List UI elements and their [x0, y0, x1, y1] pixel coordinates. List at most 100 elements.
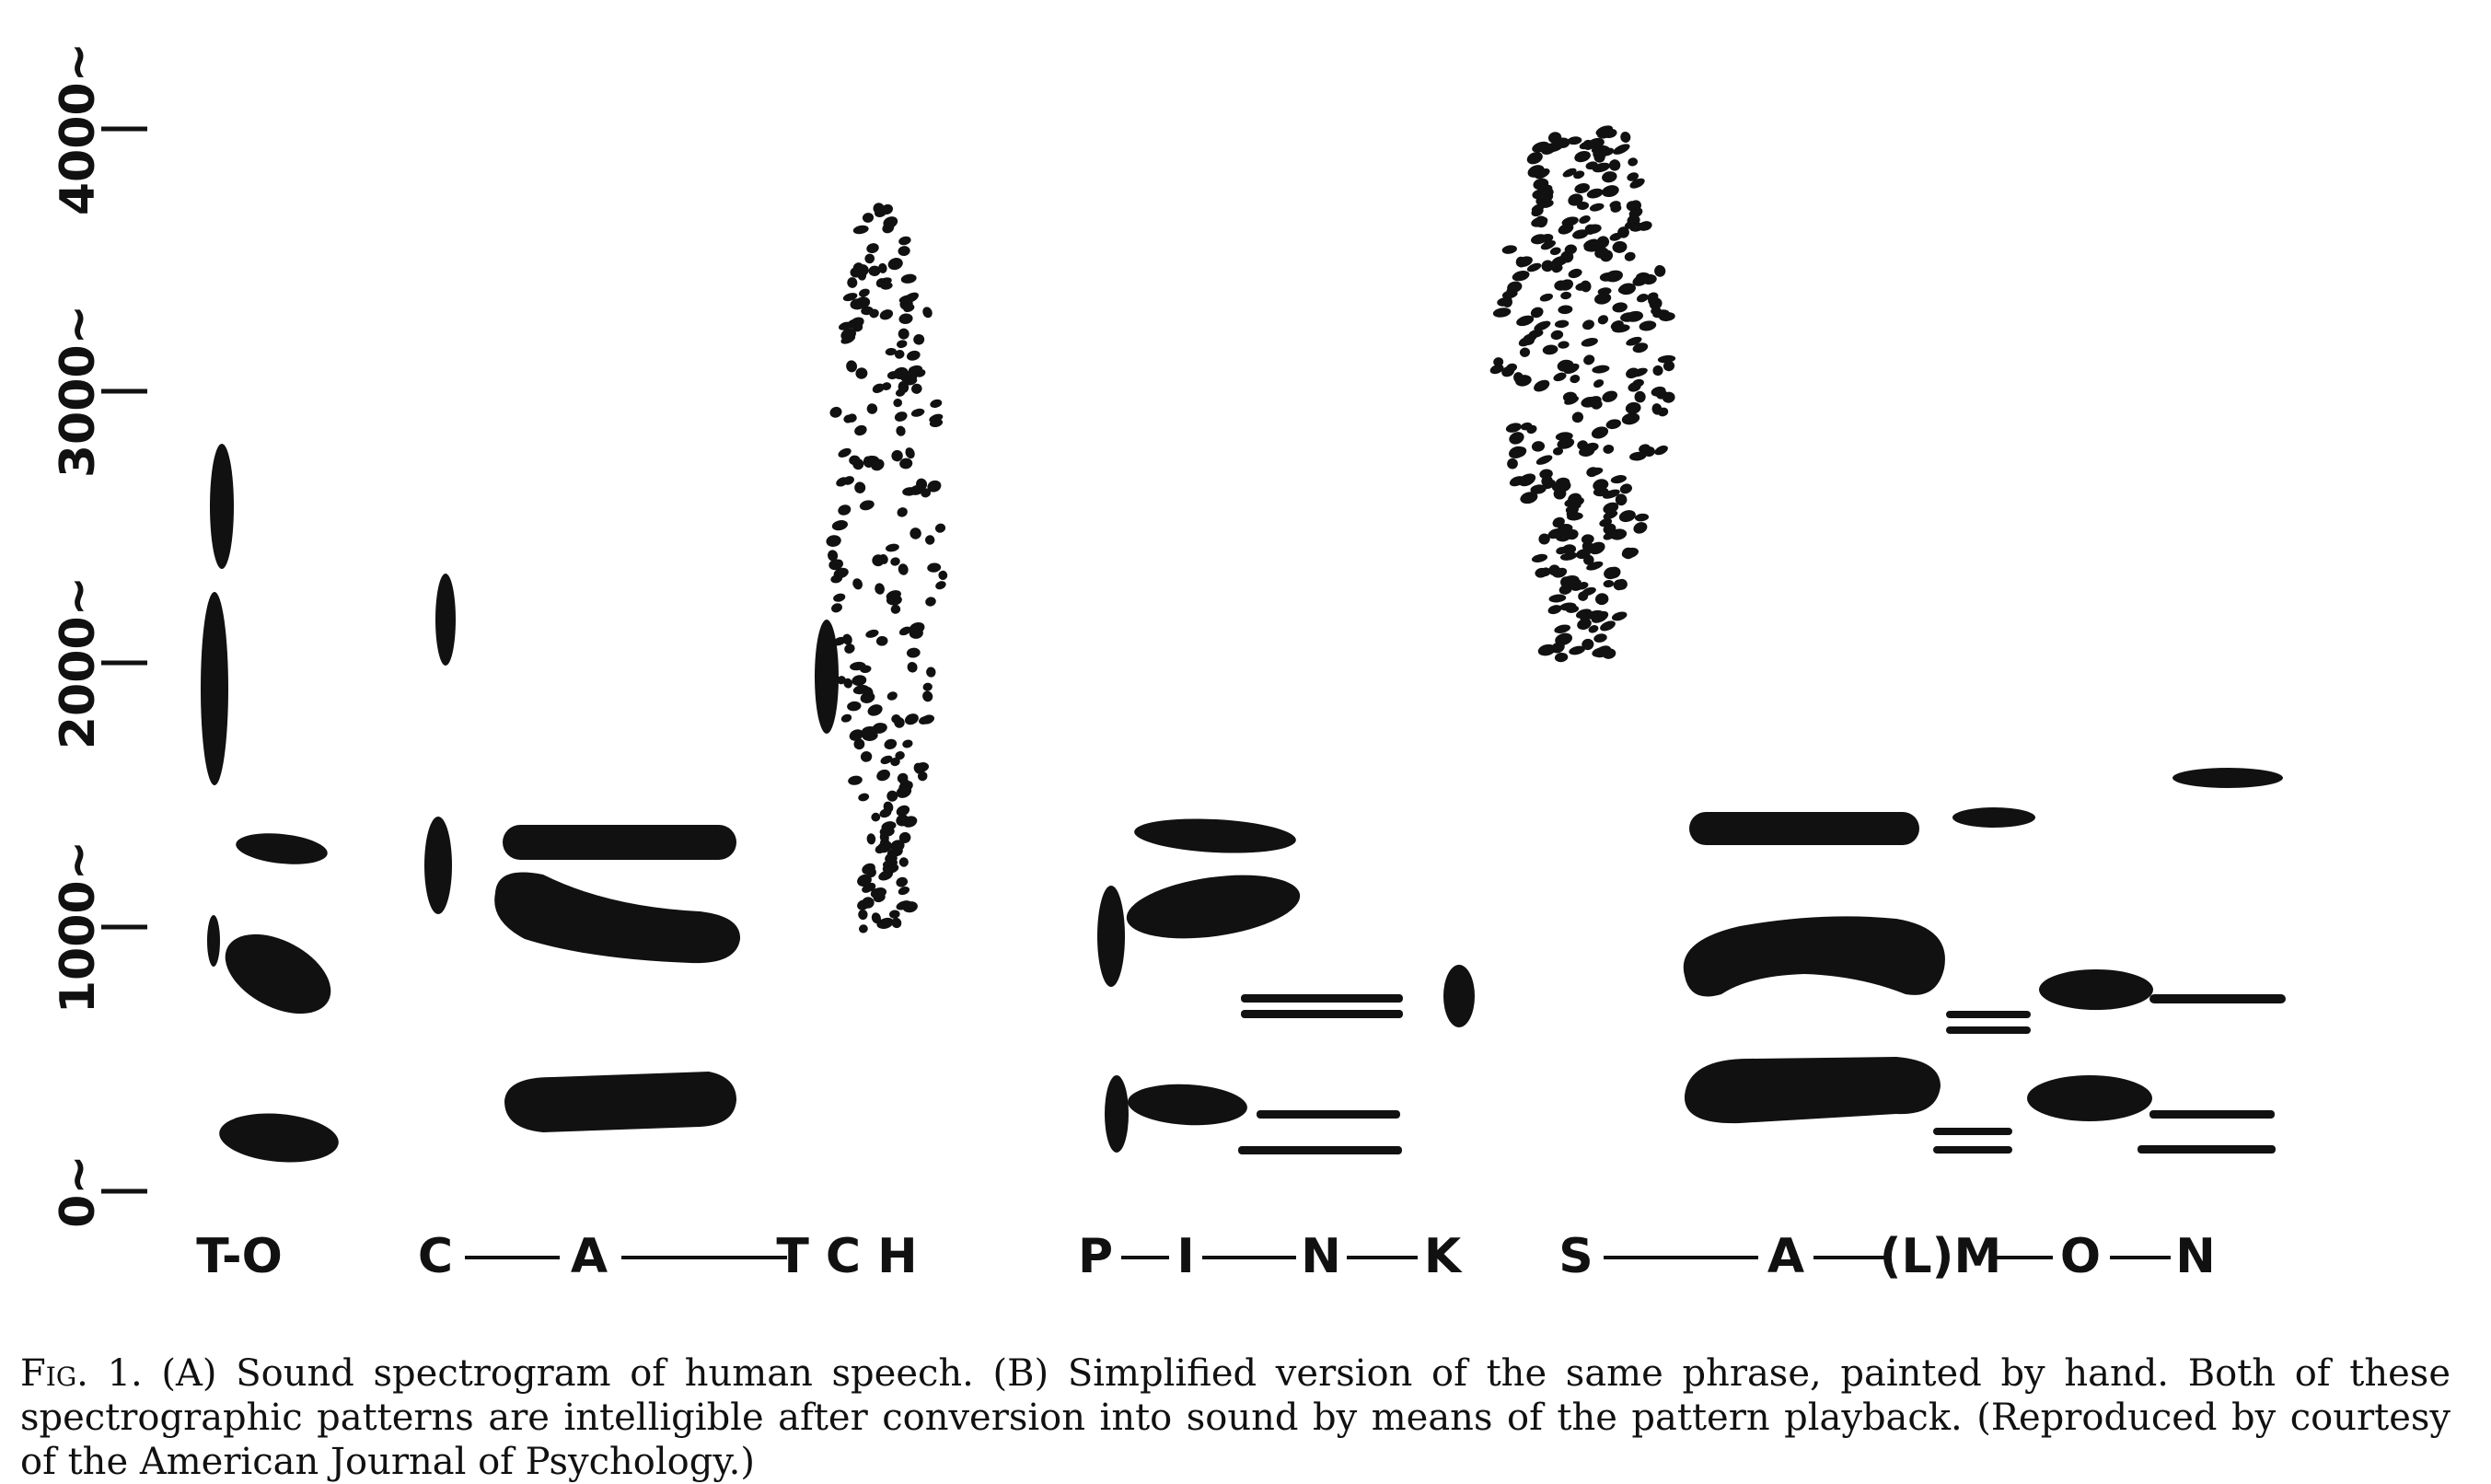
- noise-dot: [1626, 367, 1639, 379]
- noise-dot: [852, 675, 867, 686]
- noise-dot: [903, 376, 918, 386]
- formant-to-burst-high: [210, 444, 234, 569]
- noise-cloud-tch: [826, 203, 948, 933]
- noise-dot: [1628, 157, 1639, 167]
- noise-dot: [1632, 342, 1649, 354]
- noise-dot: [879, 309, 894, 320]
- noise-dot: [1554, 624, 1571, 633]
- noise-dot: [1621, 547, 1639, 559]
- noise-dot: [1566, 528, 1579, 540]
- noise-dot: [907, 662, 918, 673]
- noise-dot: [850, 317, 864, 329]
- noise-dot: [862, 863, 875, 875]
- noise-dot: [871, 912, 882, 924]
- noise-dot: [1576, 582, 1589, 590]
- formant-catch-c-low: [424, 817, 452, 914]
- noise-dot: [904, 713, 919, 725]
- noise-dot: [1624, 251, 1636, 261]
- noise-dot: [1612, 324, 1630, 333]
- formant-catch-a-f1: [504, 1072, 736, 1132]
- noise-dot: [875, 583, 885, 595]
- noise-dot: [1610, 528, 1628, 540]
- noise-dot: [1586, 467, 1599, 478]
- noise-dot: [879, 831, 889, 843]
- noise-dot: [1493, 357, 1504, 367]
- noise-dot: [1530, 307, 1544, 319]
- noise-dot: [844, 643, 855, 654]
- noise-dot: [889, 910, 900, 919]
- formant-salmon-m-d: [1933, 1146, 2012, 1154]
- noise-dot: [1609, 201, 1621, 209]
- noise-dot: [900, 273, 917, 284]
- noise-dot: [1551, 263, 1563, 273]
- noise-dot: [1628, 207, 1643, 218]
- noise-dot: [1556, 546, 1568, 555]
- formant-pink-k-burst: [1443, 965, 1475, 1027]
- noise-dot: [1613, 144, 1630, 155]
- noise-dot: [1633, 522, 1648, 534]
- noise-dot: [1605, 270, 1623, 283]
- noise-dot: [1568, 268, 1582, 279]
- noise-dot: [875, 635, 888, 646]
- noise-dot: [935, 581, 946, 590]
- noise-dot: [1629, 178, 1645, 189]
- noise-dot: [1509, 432, 1524, 445]
- noise-dot: [1618, 510, 1636, 523]
- noise-dot: [852, 685, 869, 695]
- noise-dot: [1505, 423, 1522, 433]
- formant-salmon-n-high: [2172, 768, 2283, 788]
- noise-dot: [1651, 386, 1666, 397]
- noise-dot: [891, 449, 903, 462]
- noise-dot: [1492, 307, 1512, 318]
- formant-to-f1: [219, 1113, 339, 1163]
- noise-dot: [1611, 611, 1628, 621]
- noise-dot: [859, 924, 868, 933]
- noise-dot: [1540, 240, 1556, 250]
- noise-dot: [859, 288, 870, 297]
- noise-dot: [1663, 360, 1675, 372]
- noise-dot: [858, 793, 870, 802]
- noise-dot: [876, 918, 893, 929]
- noise-dot: [1531, 216, 1548, 227]
- noise-dot: [1571, 412, 1584, 423]
- noise-dot: [1626, 336, 1642, 346]
- noise-dot: [883, 821, 897, 830]
- noise-dot: [1593, 293, 1612, 305]
- noise-dot: [882, 859, 898, 868]
- noise-dot: [938, 570, 948, 580]
- noise-dot: [908, 365, 923, 375]
- noise-dot: [875, 844, 886, 854]
- noise-dot: [902, 816, 918, 828]
- noise-dot: [842, 293, 858, 302]
- noise-dot: [1531, 553, 1548, 562]
- noise-dot: [880, 755, 893, 765]
- noise-dot: [853, 738, 865, 750]
- noise-dot: [1595, 593, 1609, 606]
- noise-dot: [1560, 291, 1571, 300]
- noise-dot: [1567, 512, 1583, 521]
- noise-dot: [1509, 476, 1525, 487]
- noise-dot: [896, 785, 912, 798]
- noise-dot: [1583, 241, 1602, 252]
- noise-dot: [1578, 152, 1589, 161]
- formant-catch-t-burst: [815, 620, 839, 734]
- noise-dot: [848, 775, 863, 785]
- noise-dot: [1524, 337, 1535, 345]
- noise-dot: [1589, 203, 1605, 212]
- noise-dot: [898, 328, 910, 340]
- noise-dot: [934, 523, 946, 533]
- noise-dot: [877, 277, 892, 286]
- y-tick-label-3000: 3000~: [51, 305, 106, 478]
- segment-label-pink-i: I: [1176, 1229, 1194, 1284]
- noise-dot: [1619, 483, 1632, 494]
- noise-dot: [858, 909, 868, 921]
- formant-salmon-m-b: [1946, 1026, 2031, 1034]
- noise-dot: [1558, 223, 1574, 235]
- noise-dot: [1603, 579, 1615, 588]
- noise-dot: [884, 738, 898, 750]
- noise-dot: [864, 882, 876, 892]
- noise-dot: [860, 751, 873, 762]
- noise-dot: [1612, 240, 1628, 253]
- noise-dot: [896, 805, 910, 817]
- formant-to-burst-mid: [201, 592, 228, 785]
